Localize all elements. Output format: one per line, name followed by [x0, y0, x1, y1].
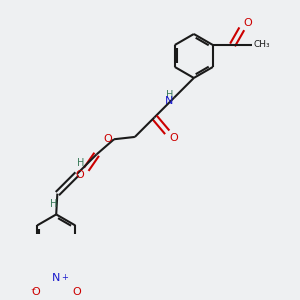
Text: O: O	[169, 134, 178, 143]
Text: H: H	[77, 158, 84, 168]
Text: ⁻: ⁻	[30, 287, 35, 297]
Text: N: N	[165, 96, 173, 106]
Text: O: O	[72, 287, 81, 297]
Text: CH₃: CH₃	[253, 40, 270, 50]
Text: O: O	[31, 287, 40, 297]
Text: N: N	[52, 273, 60, 284]
Text: O: O	[244, 18, 252, 28]
Text: O: O	[103, 134, 112, 144]
Text: H: H	[50, 200, 58, 209]
Text: O: O	[76, 170, 84, 181]
Text: H: H	[166, 90, 173, 100]
Text: +: +	[61, 273, 68, 282]
